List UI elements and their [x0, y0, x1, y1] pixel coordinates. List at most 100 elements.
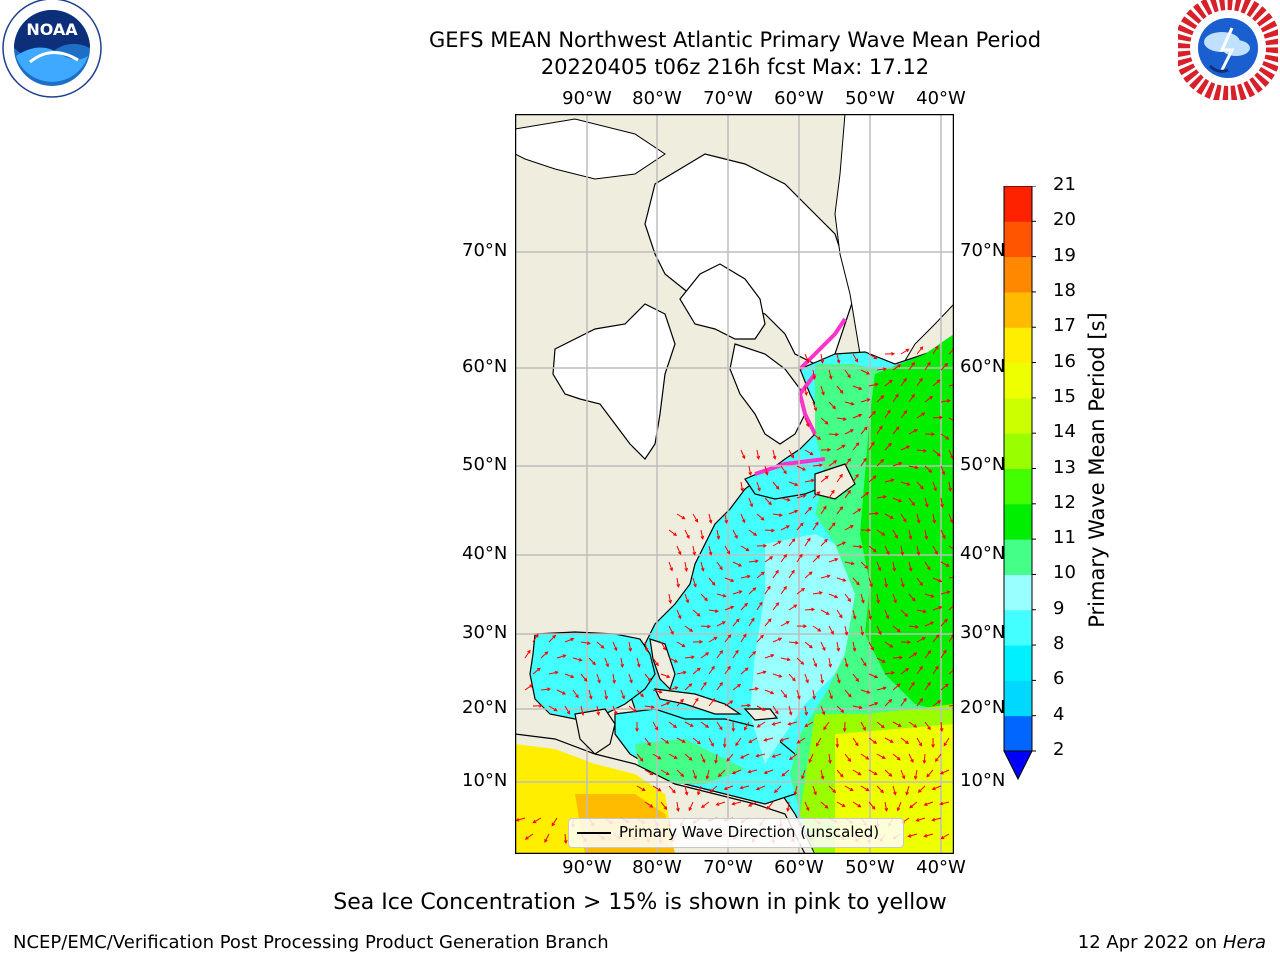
wave-direction-arrow	[812, 491, 821, 499]
wave-direction-arrow	[692, 667, 701, 675]
wave-direction-arrow	[756, 705, 766, 711]
wave-direction-arrow	[868, 673, 879, 679]
wave-direction-arrow	[916, 545, 921, 556]
lat-label-left: 20°N	[462, 697, 508, 718]
wave-direction-arrow	[876, 593, 880, 604]
wave-direction-arrow	[748, 617, 755, 627]
wave-direction-arrow	[804, 641, 813, 649]
colorbar-bin	[1004, 680, 1032, 717]
wave-direction-arrow	[844, 625, 849, 636]
wave-direction-arrow	[612, 673, 616, 684]
wave-direction-arrow	[852, 673, 860, 683]
wave-direction-arrow	[828, 657, 833, 668]
wave-direction-arrow	[892, 721, 902, 727]
wave-direction-arrow	[924, 529, 929, 540]
wave-direction-arrow	[722, 737, 727, 749]
wave-direction-arrow	[940, 465, 946, 476]
wave-direction-arrow	[804, 478, 815, 483]
wave-direction-arrow	[828, 785, 837, 794]
colorbar-tick-label: 15	[1053, 385, 1076, 407]
wave-direction-arrow	[772, 569, 779, 579]
wave-direction-arrow	[788, 705, 793, 716]
wave-direction-arrow	[932, 379, 941, 387]
wave-direction-arrow	[700, 593, 708, 602]
wave-direction-arrow	[892, 785, 897, 796]
wave-direction-arrow	[932, 545, 938, 555]
wave-direction-arrow	[836, 473, 843, 483]
wave-direction-arrow	[780, 585, 787, 595]
period-band-11s	[860, 334, 954, 714]
wave-direction-arrow	[763, 737, 774, 742]
wave-direction-arrow	[604, 657, 609, 668]
wave-direction-arrow	[852, 413, 863, 419]
wave-direction-arrow	[563, 833, 568, 845]
wave-direction-arrow	[766, 801, 774, 810]
wave-direction-arrow	[801, 769, 806, 780]
labrador-coast	[729, 343, 806, 445]
wave-direction-arrow	[932, 415, 944, 420]
wave-direction-arrow	[812, 591, 823, 595]
wave-direction-arrow	[684, 529, 690, 539]
wave-direction-arrow	[868, 737, 878, 744]
wave-direction-arrow	[755, 753, 766, 758]
wave-direction-arrow	[820, 609, 830, 615]
wave-direction-arrow	[828, 401, 836, 410]
lat-label-right: 50°N	[960, 454, 1006, 475]
wave-direction-arrow	[892, 753, 901, 761]
wave-direction-arrow	[652, 657, 659, 667]
wave-direction-arrow	[932, 513, 937, 524]
colorbar-bin	[1004, 362, 1032, 399]
wave-direction-arrow	[708, 737, 714, 747]
wave-direction-arrow	[940, 399, 951, 403]
colorbar-tick-label: 21	[1053, 174, 1076, 195]
wave-direction-arrow	[572, 657, 583, 662]
wave-direction-arrow	[876, 495, 887, 499]
wave-direction-arrow	[668, 529, 678, 537]
wave-direction-arrow	[716, 721, 723, 731]
wave-direction-arrow	[676, 641, 686, 648]
wave-direction-arrow	[820, 673, 824, 684]
wave-direction-arrow	[644, 705, 655, 709]
plot-title: GEFS MEAN Northwest Atlantic Primary Wav…	[428, 28, 1042, 52]
wave-direction-arrow	[923, 833, 934, 838]
wave-direction-arrow	[868, 382, 879, 387]
wave-direction-arrow	[804, 506, 812, 515]
wave-direction-arrow	[668, 625, 674, 635]
legend-line-swatch	[577, 832, 611, 834]
wave-direction-arrow	[644, 801, 654, 808]
wave-direction-arrow	[852, 473, 859, 483]
wave-direction-arrow	[786, 801, 790, 812]
period-band-9s	[750, 534, 875, 764]
footer-date-text: 12 Apr 2022 on	[1077, 932, 1223, 953]
wave-direction-arrow	[726, 753, 734, 762]
wave-direction-arrow	[636, 657, 641, 668]
northern-islands	[515, 118, 666, 180]
wave-direction-arrow	[692, 697, 699, 707]
wave-direction-arrow	[892, 529, 898, 539]
wave-direction-arrow	[788, 509, 799, 515]
wave-direction-arrow	[764, 654, 775, 659]
wave-direction-arrow	[815, 737, 822, 747]
wave-direction-arrow	[724, 605, 735, 611]
colorbar-tick-label: 13	[1053, 456, 1076, 478]
wave-direction-arrow	[580, 705, 585, 716]
wave-direction-arrow	[660, 769, 670, 775]
map-frame	[514, 113, 955, 855]
wave-direction-arrow	[635, 722, 639, 733]
wave-direction-arrow	[892, 655, 904, 660]
wave-direction-arrow	[900, 481, 911, 486]
lat-label-left: 10°N	[462, 770, 508, 791]
wave-direction-arrow	[676, 737, 686, 743]
lon-label-top: 50°W	[845, 88, 895, 109]
wave-direction-arrow	[924, 497, 929, 508]
wave-direction-arrow	[684, 721, 694, 727]
legend-label: Primary Wave Direction (unscaled)	[619, 823, 880, 841]
wave-direction-arrow	[812, 554, 821, 563]
colorbar-tick-label: 8	[1053, 633, 1065, 655]
wave-direction-arrow	[660, 801, 668, 811]
wave-direction-arrow	[796, 657, 805, 665]
wave-direction-arrow	[884, 409, 891, 419]
wave-direction-arrow	[884, 698, 893, 707]
wave-direction-arrow	[636, 689, 644, 698]
wave-direction-arrow	[676, 577, 680, 588]
